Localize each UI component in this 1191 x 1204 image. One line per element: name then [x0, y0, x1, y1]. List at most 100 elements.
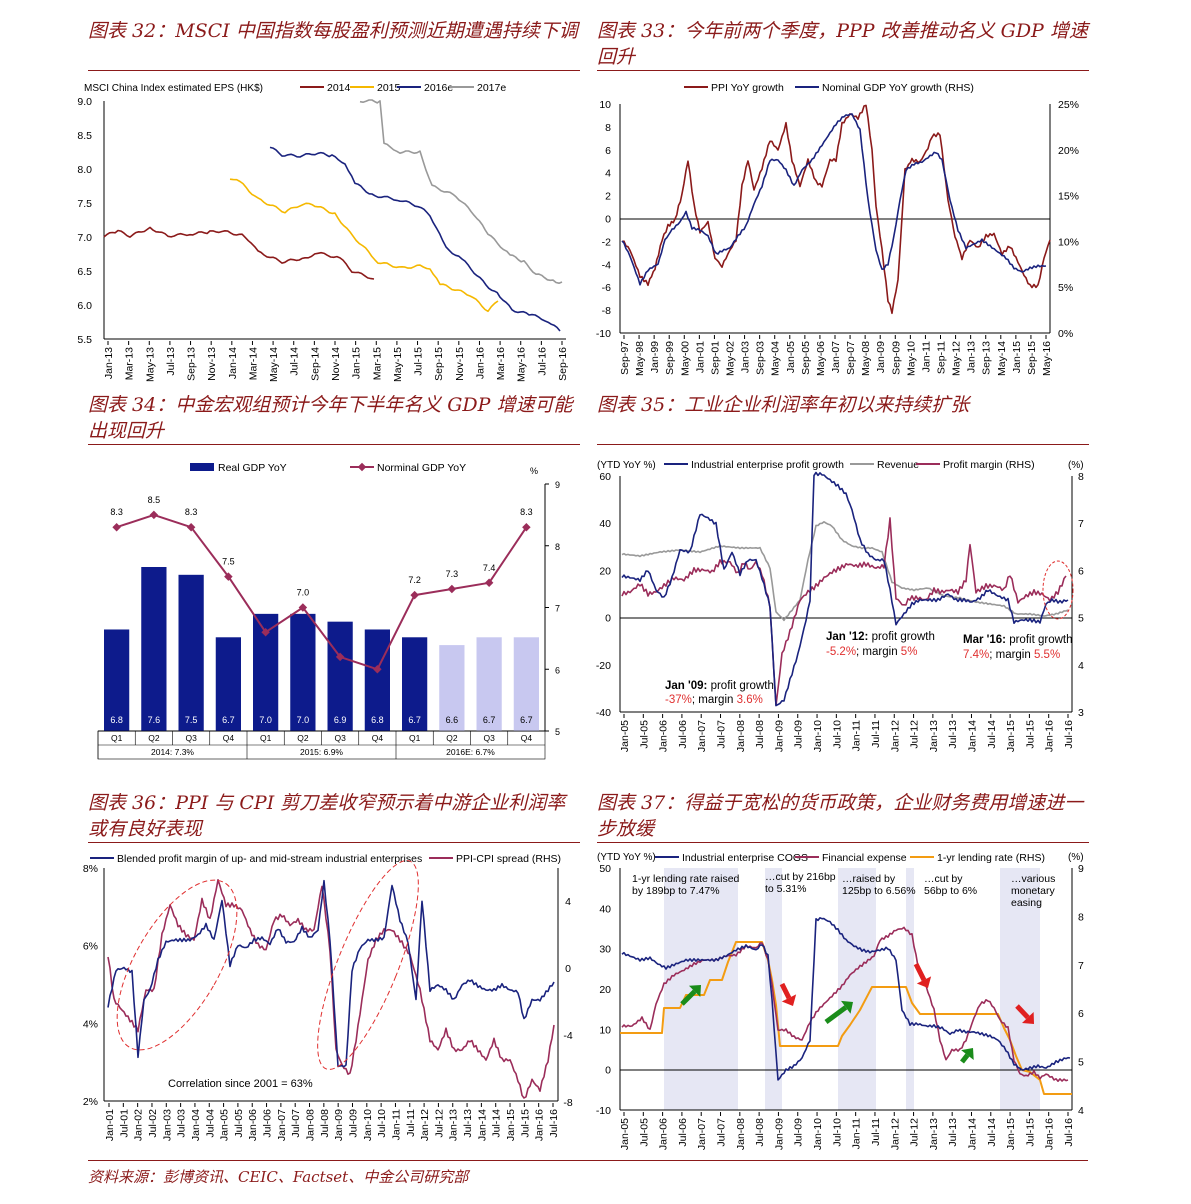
chart-37-legend: (YTD YoY %) (%) Industrial enterprise COGS…	[597, 852, 1084, 864]
c36-xlabel: Jul-11	[405, 1109, 417, 1137]
c35-r-ylabel: 4	[1078, 660, 1084, 672]
c34-bar-real	[439, 645, 465, 731]
c32-xlabel: Sep-15	[433, 347, 445, 381]
c32-xlabel: Jul-14	[289, 347, 301, 376]
c35-xlabel: Jul-08	[754, 720, 766, 749]
c33-r-ylabel: 5%	[1058, 282, 1073, 294]
chart-36-title: 图表 36：PPI 与 CPI 剪刀差收窄预示着中游企业利润率或有良好表现	[88, 792, 566, 840]
c34-bar-real	[290, 613, 316, 731]
c34-point-nominal	[298, 603, 308, 612]
chart-36-note: Correlation since 2001 = 63%	[168, 1078, 313, 1090]
c35-legend-revenue-label: Revenue	[877, 459, 919, 471]
c34-bar-real	[178, 574, 204, 731]
c36-xlabel: Jan-03	[161, 1109, 173, 1141]
c37-xlabel: Jul-07	[716, 1118, 728, 1147]
c34-quarter-label: Q4	[521, 733, 533, 743]
c37-arrow-up-3-head	[961, 1048, 974, 1061]
c32-xlabel: Jul-16	[536, 347, 548, 376]
c36-xlabel: Jul-14	[491, 1109, 503, 1138]
c33-line-ngdp	[621, 113, 1047, 286]
c37-shade-band	[906, 868, 914, 1110]
c34-point-label: 7.5	[222, 557, 235, 567]
c33-xlabel: Jan-01	[694, 341, 706, 373]
c33-xlabel: Jan-99	[649, 341, 661, 373]
c34-bar-label: 6.7	[520, 715, 533, 725]
c35-xlabel: Jan-10	[812, 720, 824, 752]
c33-xlabel: Sep-11	[936, 341, 948, 374]
c34-quarter-label: Q2	[297, 733, 309, 743]
chart-34-title: 图表 34：中金宏观组预计今年下半年名义 GDP 增速可能出现回升	[88, 394, 573, 442]
c33-xlabel: May-02	[725, 341, 737, 376]
c37-legend-cogs-label: Industrial enterprise COGS	[682, 852, 808, 864]
c32-xlabel: Mar-16	[495, 347, 507, 380]
c33-r-ylabel: 0%	[1058, 328, 1073, 340]
c34-bar-label: 6.6	[446, 715, 459, 725]
c32-xlabel: Jan-15	[351, 347, 363, 379]
c35-xlabel: Jul-05	[638, 720, 650, 749]
c32-legend-2017e-label: 2017e	[477, 82, 506, 94]
c37-line-fin	[621, 926, 1069, 1082]
c37-xlabel: Jan-06	[658, 1118, 670, 1150]
c34-ylabel: 8	[555, 542, 560, 552]
c32-ylabel: 8.0	[77, 164, 92, 176]
c34-point-nominal	[261, 627, 270, 637]
c35-ylabel: 60	[599, 471, 611, 483]
c35-ylabel: 40	[599, 518, 611, 530]
c33-xlabel: Sep-97	[619, 341, 631, 375]
c33-ylabel: -4	[602, 259, 611, 271]
c37-arrow-up-2-shaft	[824, 1005, 848, 1025]
c36-xlabel: Jul-03	[176, 1109, 188, 1138]
c34-ylabel: 6	[555, 665, 560, 675]
c33-ylabel: 0	[605, 214, 611, 226]
c35-xlabel: Jan-16	[1044, 720, 1056, 752]
c34-bar-real	[476, 637, 502, 731]
c36-xlabel: Jul-06	[262, 1109, 274, 1138]
source-note: 资料来源：彭博资讯、CEIC、Factset、中金公司研究部	[88, 1168, 469, 1186]
c34-bar-label: 6.9	[334, 715, 347, 725]
c37-ylabel: 30	[599, 944, 611, 956]
c32-legend-2016e-label: 2016e	[424, 82, 453, 94]
c32-xlabel: Sep-16	[557, 347, 569, 381]
c37-r-ylabel: 9	[1078, 863, 1084, 875]
c32-xlabel: Nov-14	[330, 347, 342, 381]
ann-jan12-value: -5.2%	[826, 646, 856, 658]
c37-note-line: 56bp to 6%	[924, 885, 977, 897]
c34-point-nominal	[447, 584, 457, 594]
c33-xlabel: Jan-15	[1011, 341, 1023, 373]
c37-ylabel: 10	[599, 1024, 611, 1036]
c34-quarter-label: Q2	[446, 733, 458, 743]
c33-xlabel: Sep-07	[845, 341, 857, 375]
c34-bar-label: 6.7	[222, 715, 235, 725]
c36-legend-margin-label: Blended profit margin of up- and mid-str…	[117, 853, 422, 865]
c32-xlabel: May-14	[268, 347, 280, 382]
c32-xlabel: May-13	[144, 347, 156, 382]
c37-xlabel: Jan-05	[619, 1118, 631, 1150]
c35-xlabel: Jan-08	[735, 720, 747, 752]
c37-arrow-down-1-head	[781, 994, 797, 1006]
c34-group-label: 2014: 7.3%	[151, 747, 194, 757]
c35-ylabel: -20	[596, 660, 611, 672]
c32-ylabel: 8.5	[77, 130, 92, 142]
c36-xlabel: Jan-01	[104, 1109, 116, 1141]
c37-arrow-up-1-head	[688, 985, 701, 998]
c37-ylabel: -10	[596, 1105, 611, 1117]
chart-36-legend: Blended profit margin of up- and mid-str…	[90, 853, 561, 865]
c33-xlabel: May-04	[770, 341, 782, 376]
ann-jan09-margin: 3.6%	[737, 694, 763, 706]
c37-note-line: …cut by	[924, 873, 963, 885]
c35-r-ylabel: 6	[1078, 565, 1084, 577]
c36-xlabel: Jan-11	[390, 1109, 402, 1140]
c35-xlabel: Jan-12	[889, 720, 901, 752]
c35-line-revenue	[621, 521, 1069, 622]
ann-mar16-margin: 5.5%	[1034, 649, 1060, 661]
c36-xlabel: Jul-04	[204, 1109, 216, 1138]
c32-ylabel: 5.5	[77, 334, 92, 346]
c34-point-label: 8.5	[148, 495, 161, 505]
c34-ylabel: 7	[555, 604, 560, 614]
c35-xlabel: Jul-13	[947, 720, 959, 749]
c32-xlabel: Sep-13	[186, 347, 198, 381]
c34-unit: %	[530, 466, 538, 476]
c33-xlabel: Sep-05	[800, 341, 812, 375]
c37-xlabel: Jan-14	[966, 1118, 978, 1150]
